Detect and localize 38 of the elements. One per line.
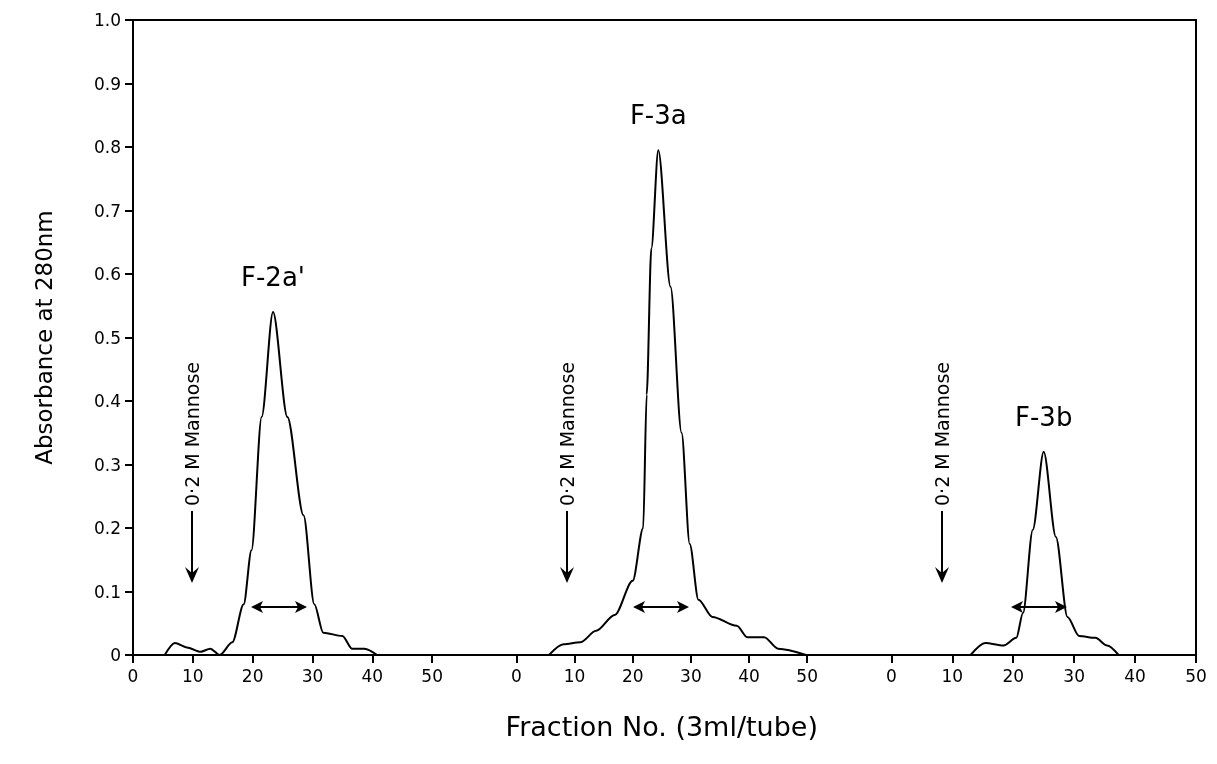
y-tick-label: 0.5 [93,327,121,348]
y-tick-label: 0.8 [93,137,121,157]
y-tick-label: 0.4 [93,391,121,411]
y-tick-label: 0.3 [93,454,121,475]
y-tick-label: 0.1 [93,581,121,602]
y-tick-label: 0.9 [93,73,121,94]
x-tick-label: 50 [1185,665,1207,686]
annotation: F-3b [1015,401,1073,432]
x-tick-label: 30 [1063,665,1085,686]
x-tick-label: 20 [1002,665,1025,686]
y-tick-label: 0 [110,645,121,665]
x-tick-label: 50 [796,665,818,686]
x-tick-label: 50 [421,665,443,686]
x-tick-label: 20 [621,665,644,686]
x-tick-label: 20 [241,665,264,686]
y-tick-label: 0.6 [93,264,121,284]
line-series [163,311,379,656]
annotation: 0·2 M Mannose [556,362,579,507]
x-tick-label: 10 [563,665,586,686]
x-tick-label: 30 [680,665,702,686]
annotation: 0·2 M Mannose [931,362,954,507]
y-axis-title: Absorbance at 280nm [30,210,57,465]
y-tick-label: 1.0 [93,10,121,30]
annotation: 0·2 M Mannose [181,362,204,507]
y-tick-label: 0.7 [93,200,121,221]
x-tick-label: 40 [738,665,760,686]
x-tick-label: 0 [127,665,139,686]
annotation: F-3a [629,100,687,131]
x-tick-label: 40 [361,665,384,686]
x-tick-label: 0 [885,665,897,686]
annotation: F-2a' [241,262,305,293]
x-tick-label: 40 [1124,665,1146,686]
x-tick-label: 10 [182,665,204,686]
x-tick-label: 10 [941,665,964,686]
y-tick-label: 0.2 [93,518,121,538]
x-axis-title: Fraction No. (3ml/tube) [505,711,818,742]
x-tick-label: 30 [301,665,324,686]
x-tick-label: 0 [510,665,522,686]
